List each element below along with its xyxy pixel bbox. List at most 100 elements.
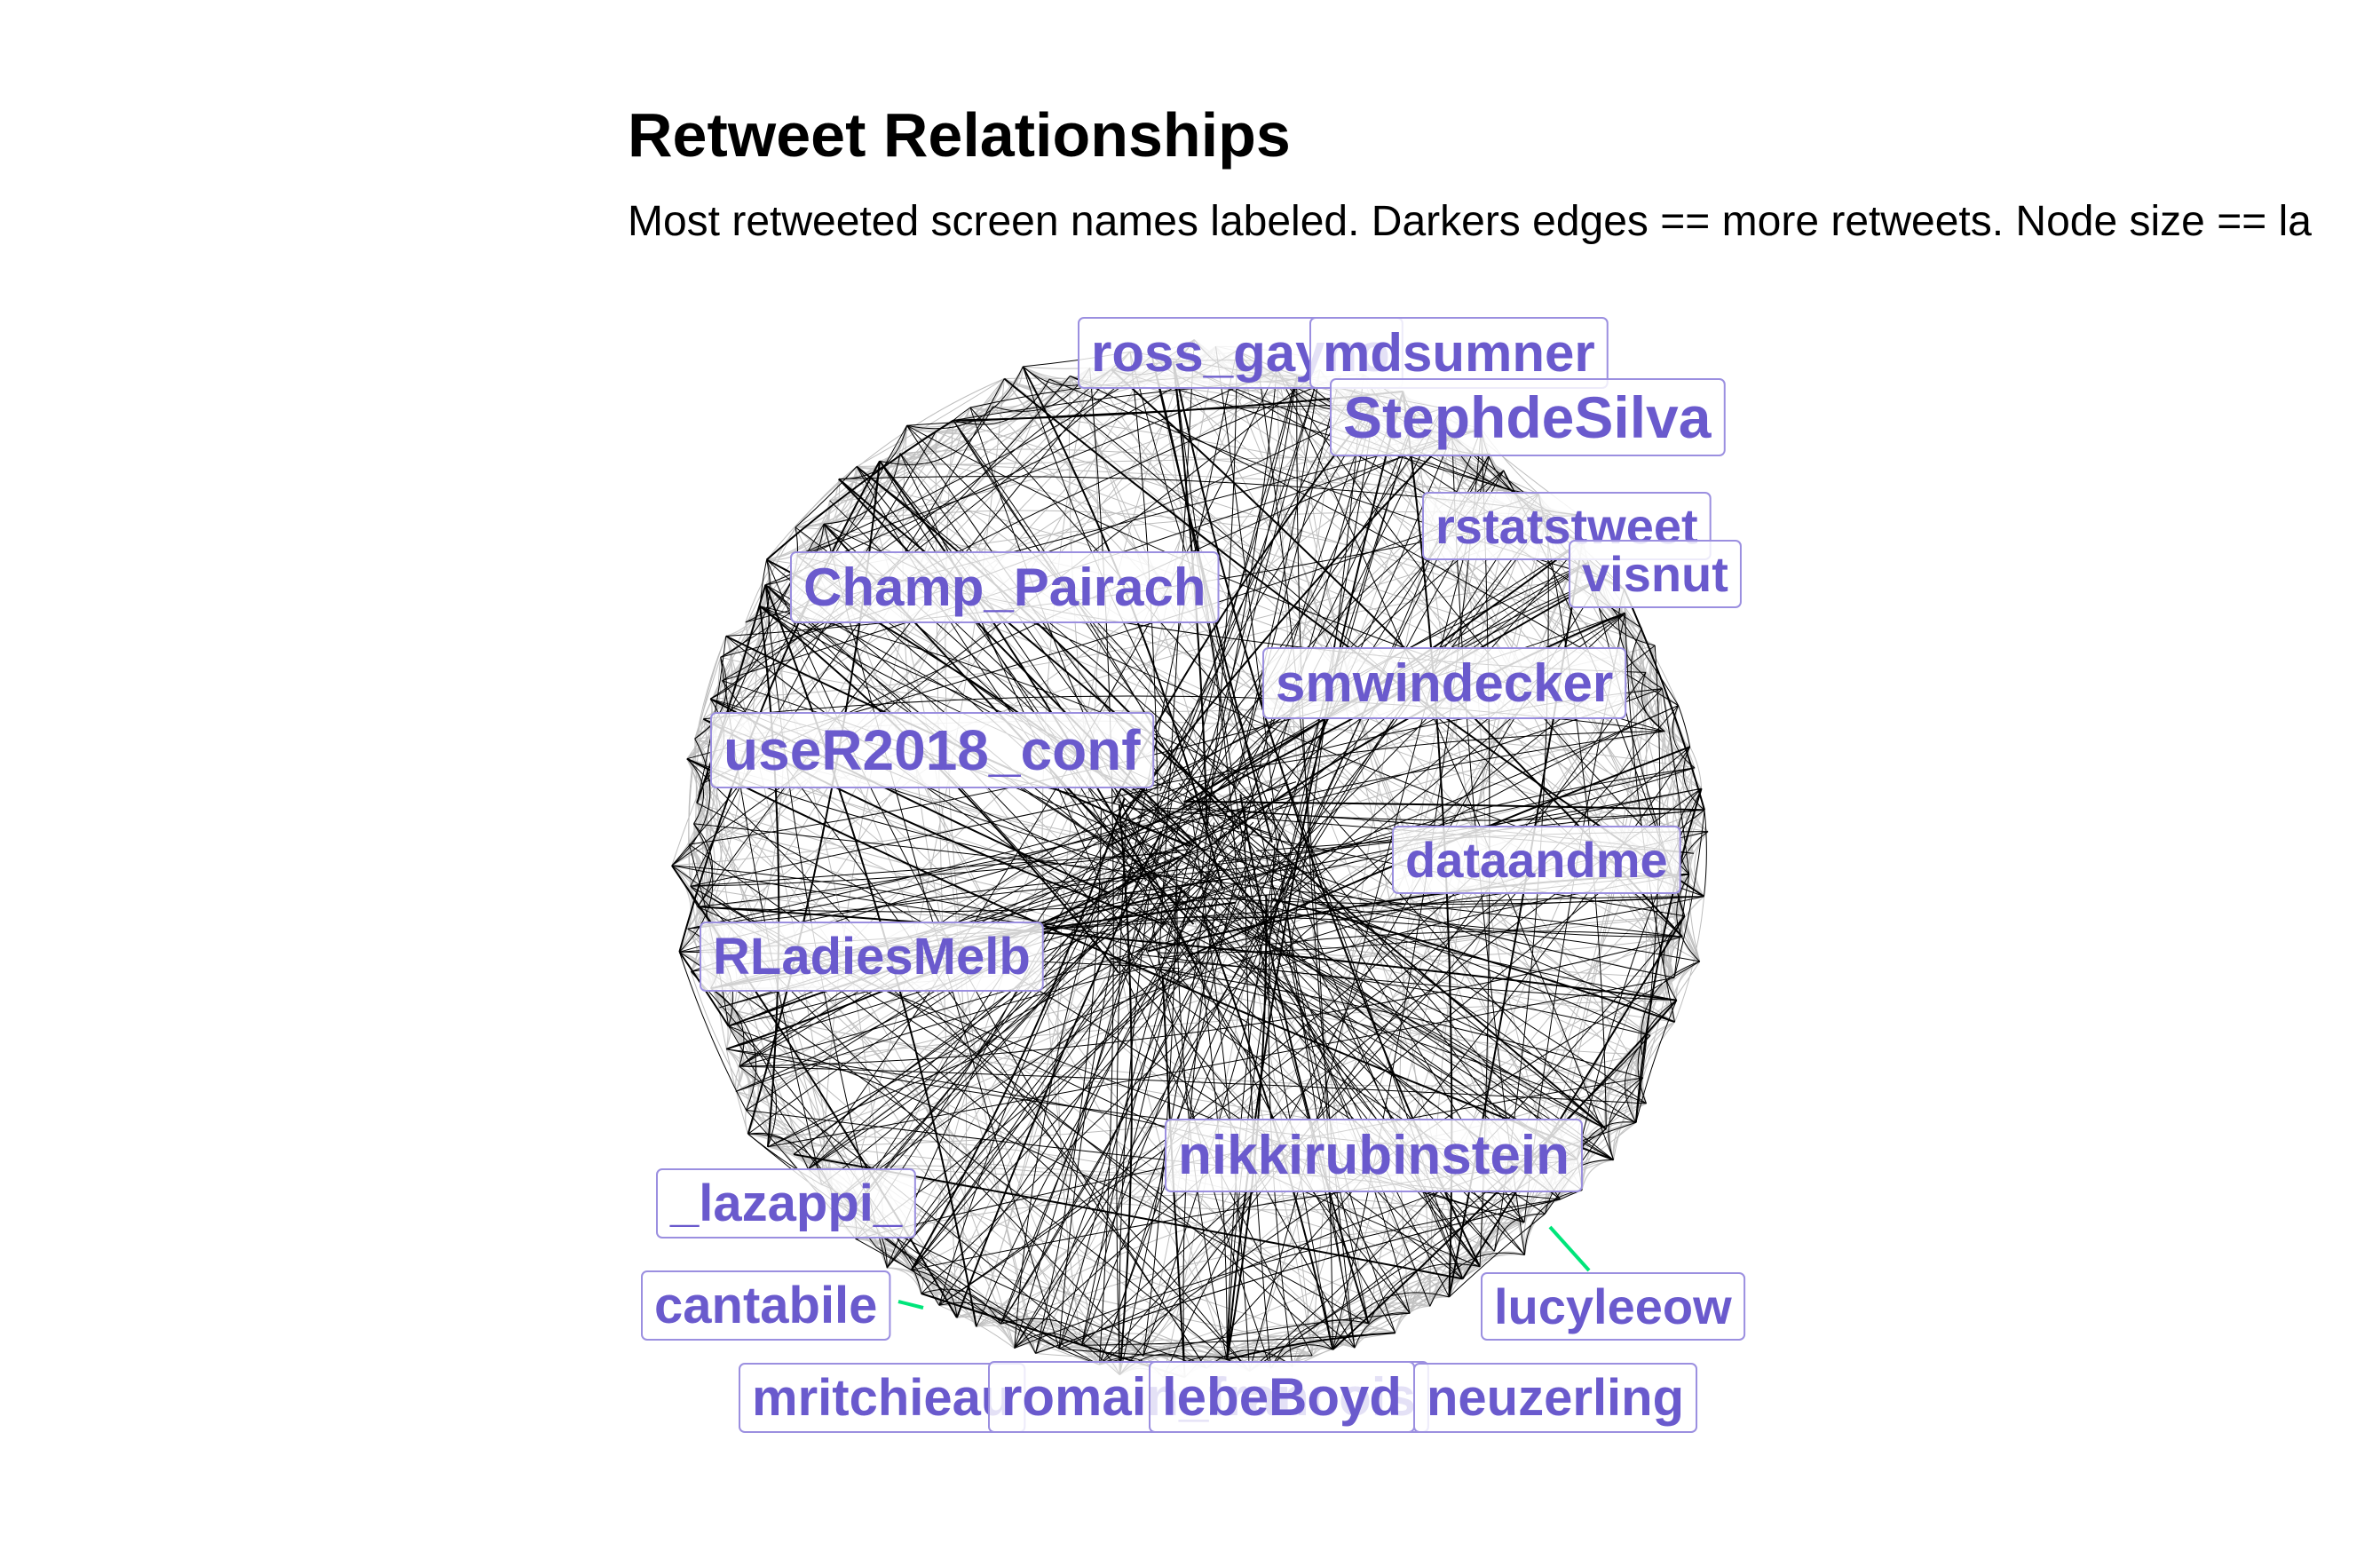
edge <box>1672 767 1696 875</box>
edge <box>821 407 971 1185</box>
edge <box>686 758 704 825</box>
node-label-text: lucyleeow <box>1494 1278 1732 1334</box>
edge <box>1368 645 1656 1324</box>
edge <box>807 470 1505 1170</box>
edge <box>1198 369 1321 910</box>
edge <box>735 688 1663 1092</box>
edge <box>838 425 908 480</box>
node-label-text: lebeBoyd <box>1162 1367 1402 1427</box>
edge <box>911 904 1230 1270</box>
edge <box>1285 781 1464 1279</box>
edge <box>1277 368 1615 1160</box>
edge <box>694 657 727 740</box>
node-label-box <box>1165 1119 1583 1192</box>
edge <box>728 1025 777 1147</box>
edge <box>1081 914 1186 1346</box>
node-label-stephdesilva: StephdeSilva <box>1330 378 1726 456</box>
node-label-box <box>1413 1363 1698 1433</box>
edge <box>766 559 1561 1200</box>
edge <box>1099 705 1679 1365</box>
edge <box>886 787 1143 1269</box>
edge <box>693 823 713 907</box>
edge <box>1239 794 1370 1325</box>
edge <box>1165 368 1277 942</box>
highlight-edge-lucyleeow <box>1548 1225 1591 1272</box>
node-label-smwindecker: smwindecker <box>1262 647 1627 719</box>
edge <box>1119 433 1453 820</box>
node-label-text: RLadiesMelb <box>713 928 1031 985</box>
edge <box>1641 961 1700 1055</box>
edge <box>1240 705 1679 948</box>
edge <box>795 466 858 528</box>
node-label-text: dataandme <box>1405 832 1668 888</box>
edge <box>696 803 1675 978</box>
edge <box>879 406 993 465</box>
edge <box>1081 1332 1396 1346</box>
edge <box>856 466 1147 882</box>
edge <box>1635 1000 1678 1123</box>
edge <box>678 460 881 953</box>
edge <box>1461 915 1686 1279</box>
edge <box>808 831 1228 1170</box>
edge <box>745 466 858 622</box>
node-label-text: Champ_Pairach <box>803 558 1206 617</box>
edge <box>689 843 1333 1350</box>
edge <box>1190 912 1481 1268</box>
edge <box>1296 376 1578 1159</box>
edge <box>690 849 1190 887</box>
edge <box>735 915 1685 1092</box>
edge <box>1704 810 1707 897</box>
edge <box>1637 977 1675 1079</box>
edge <box>807 514 1548 1170</box>
node-label-box <box>641 1270 891 1341</box>
edge <box>1544 1077 1644 1215</box>
edge <box>969 407 1396 1333</box>
edge <box>686 757 1614 1161</box>
edge <box>1661 688 1690 874</box>
edge <box>938 1304 1015 1349</box>
edge <box>821 871 1161 1185</box>
page-subtitle: Most retweeted screen names labeled. Dar… <box>628 198 2312 245</box>
edge <box>722 376 1340 682</box>
edge <box>969 378 1050 412</box>
edge <box>1119 896 1150 1375</box>
edge <box>1663 731 1705 811</box>
node-label-box <box>1481 1272 1746 1341</box>
edge <box>886 905 1177 1269</box>
edge <box>856 466 1651 1036</box>
edge <box>938 688 1663 1306</box>
node-label-text: mdsumner <box>1323 323 1595 383</box>
edge <box>1623 589 1705 811</box>
edge <box>1058 887 1182 1349</box>
edge <box>956 1311 1060 1349</box>
edge <box>720 368 1112 658</box>
edge <box>1081 900 1191 1346</box>
edge <box>1014 494 1539 1349</box>
edge <box>1625 1035 1651 1123</box>
edge <box>671 577 1602 867</box>
edge <box>1116 815 1127 1375</box>
edge <box>1119 822 1215 1375</box>
edge <box>686 758 1250 1372</box>
edge <box>1608 1077 1644 1160</box>
edge <box>1159 930 1683 959</box>
edge <box>679 823 714 953</box>
node-label-box <box>700 922 1044 992</box>
node-label-text: nikkirubinstein <box>1178 1125 1570 1186</box>
edge <box>921 951 1274 1294</box>
edge <box>747 876 1142 1135</box>
edge <box>710 355 1152 700</box>
edge <box>953 420 1261 929</box>
node-label-text: cantabile <box>654 1277 877 1334</box>
edge <box>976 1319 1100 1365</box>
node-label-cantabile: cantabile <box>641 1270 891 1341</box>
edge <box>1057 339 1195 1346</box>
edge <box>1676 874 1701 962</box>
edge <box>767 917 1198 1148</box>
node-label--lazappi-: _lazappi_ <box>656 1168 916 1238</box>
edge <box>1171 849 1651 1036</box>
node-label-user2018-conf: useR2018_conf <box>710 712 1155 788</box>
edge <box>679 951 1228 1360</box>
edge <box>1130 920 1464 1279</box>
